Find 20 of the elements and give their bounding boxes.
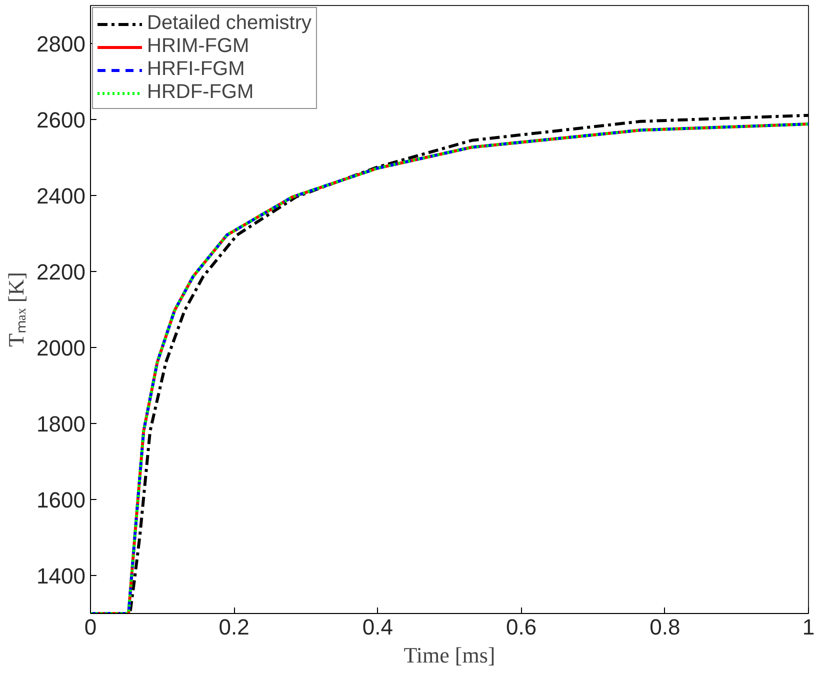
x-axis-title: Time [ms] xyxy=(404,642,496,668)
x-tick-label: 0 xyxy=(84,614,97,640)
x-tick-label: 1 xyxy=(802,614,815,640)
x-tick-label: 0.4 xyxy=(362,614,393,640)
x-tick-label: 0.8 xyxy=(650,614,680,640)
y-tick-label: 2200 xyxy=(36,260,86,284)
y-tick-label: 1400 xyxy=(36,564,86,588)
y-tick-label: 2800 xyxy=(36,32,86,56)
y-tick-label: 2000 xyxy=(36,336,86,360)
legend-label: HRIM-FGM xyxy=(147,35,250,58)
y-axis-title: Tₘₐₓ [K] xyxy=(4,272,29,347)
y-tick-label: 2600 xyxy=(36,108,86,132)
legend-label: HRFI-FGM xyxy=(147,58,245,81)
y-tick-label: 2400 xyxy=(36,184,86,208)
y-tick-label: 1800 xyxy=(36,412,86,436)
legend-label: HRDF-FGM xyxy=(147,81,254,104)
legend-label: Detailed chemistry xyxy=(147,12,312,35)
x-tick-label: 0.2 xyxy=(218,614,250,640)
y-tick-label: 1600 xyxy=(36,488,86,512)
x-tick-label: 0.6 xyxy=(506,614,537,640)
